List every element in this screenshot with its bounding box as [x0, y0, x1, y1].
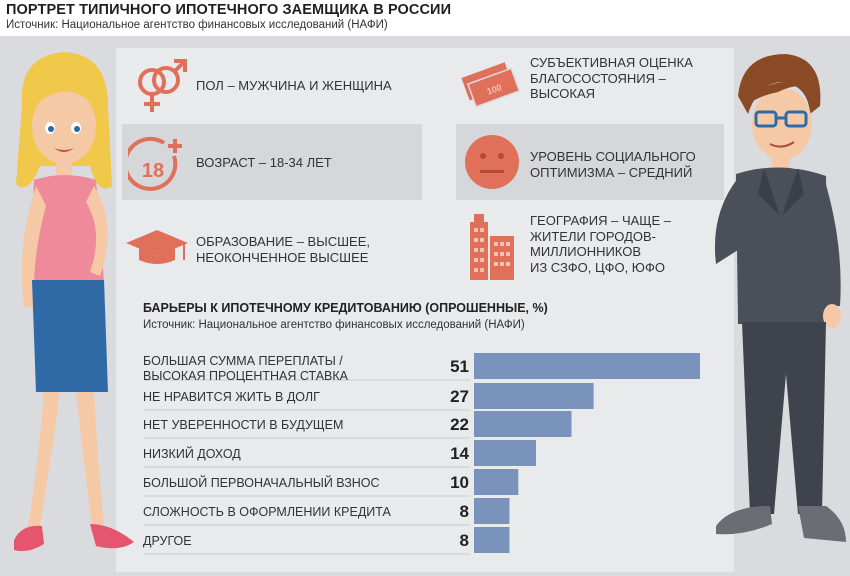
gender-icon — [138, 59, 187, 112]
barriers-title: БАРЬЕРЫ К ИПОТЕЧНОМУ КРЕДИТОВАНИЮ (ОПРОШ… — [143, 301, 548, 315]
fact-geography-line-4: ИЗ СЗФО, ЦФО, ЮФО — [530, 259, 665, 275]
man-illustration — [714, 54, 846, 542]
graduation-cap-icon — [126, 230, 188, 264]
woman-illustration — [14, 52, 134, 552]
svg-text:100: 100 — [486, 82, 504, 97]
fact-optimism-line-2: ОПТИМИЗМА – СРЕДНИЙ — [530, 164, 693, 180]
fact-age: ВОЗРАСТ – 18-34 ЛЕТ — [196, 155, 332, 170]
age-18-plus-icon: 18 — [128, 136, 182, 191]
fact-card-age — [122, 124, 422, 200]
fact-geography: ГЕОГРАФИЯ – ЧАЩЕ – ЖИТЕЛИ ГОРОДОВ- МИЛЛИ… — [530, 213, 671, 275]
fact-wellbeing: СУБЪЕКТИВНАЯ ОЦЕНКА БЛАГОСОСТОЯНИЯ – ВЫС… — [530, 55, 693, 102]
fact-wellbeing-line-2: БЛАГОСОСТОЯНИЯ – — [530, 70, 666, 86]
fact-geography-line-3: МИЛЛИОННИКОВ — [530, 244, 642, 259]
neutral-face-icon — [465, 135, 519, 189]
city-buildings-icon — [470, 214, 514, 280]
money-icon: 100 — [461, 62, 521, 108]
fact-wellbeing-line-1: СУБЪЕКТИВНАЯ ОЦЕНКА — [530, 55, 693, 70]
fact-optimism-line-1: УРОВЕНЬ СОЦИАЛЬНОГО — [530, 149, 696, 164]
fact-education-line-2: НЕОКОНЧЕННОЕ ВЫСШЕЕ — [196, 249, 369, 265]
fact-optimism: УРОВЕНЬ СОЦИАЛЬНОГО ОПТИМИЗМА – СРЕДНИЙ — [530, 149, 696, 180]
fact-wellbeing-line-3: ВЫСОКАЯ — [530, 86, 596, 101]
page-title: ПОРТРЕТ ТИПИЧНОГО ИПОТЕЧНОГО ЗАЕМЩИКА В … — [6, 2, 452, 18]
page-source: Источник: Национальное агентство финансо… — [6, 19, 388, 31]
fact-gender: ПОЛ – МУЖЧИНА И ЖЕНЩИНА — [196, 78, 392, 93]
fact-education: ОБРАЗОВАНИЕ – ВЫСШЕЕ, НЕОКОНЧЕННОЕ ВЫСШЕ… — [196, 234, 370, 265]
svg-text:18: 18 — [142, 160, 164, 182]
barriers-source: Источник: Национальное агентство финансо… — [143, 319, 525, 331]
fact-geography-line-1: ГЕОГРАФИЯ – ЧАЩЕ – — [530, 213, 672, 228]
fact-education-line-1: ОБРАЗОВАНИЕ – ВЫСШЕЕ, — [196, 234, 370, 249]
fact-card-gender — [122, 54, 422, 118]
fact-geography-line-2: ЖИТЕЛИ ГОРОДОВ- — [530, 228, 656, 244]
